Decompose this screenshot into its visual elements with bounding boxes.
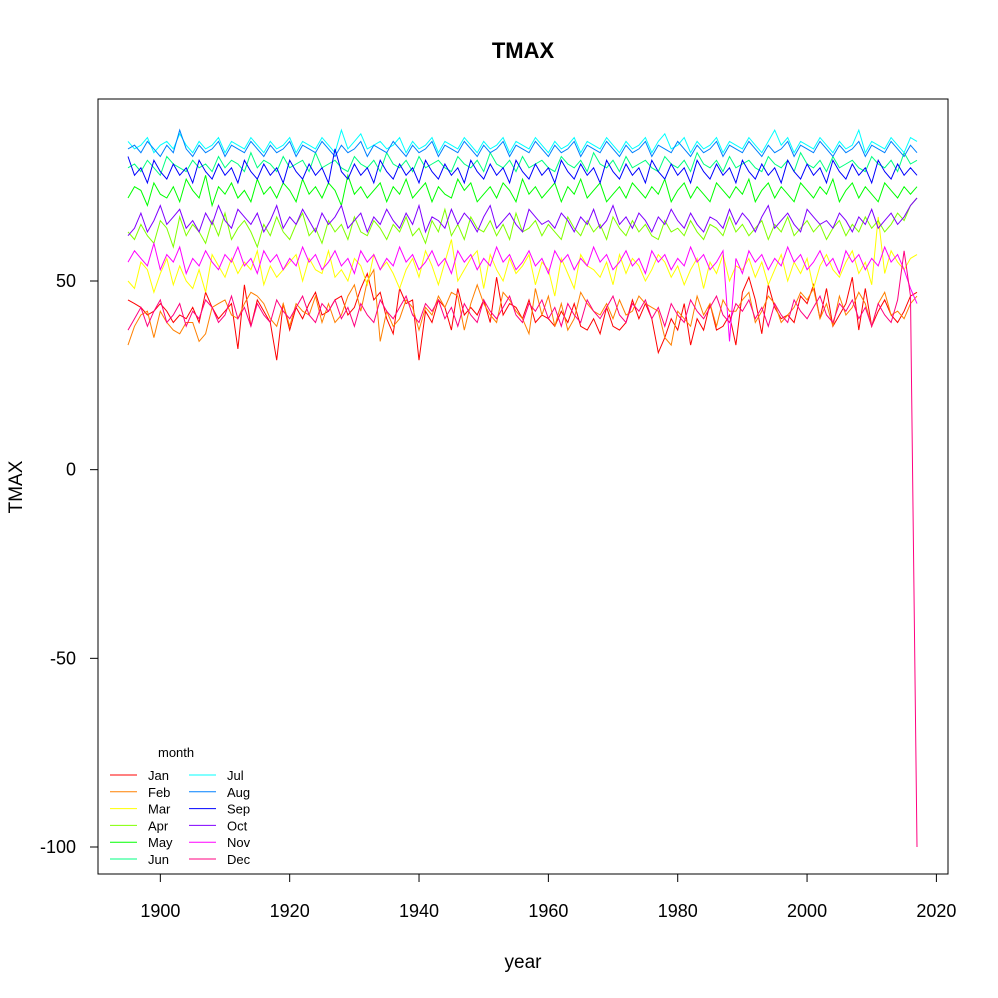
legend-label-may: May (148, 835, 173, 850)
legend-label-jun: Jun (148, 852, 169, 867)
legend-label-oct: Oct (227, 818, 248, 833)
series-line-may (127, 173, 918, 208)
series-layer (127, 128, 918, 848)
x-axis: 1900 1920 1940 1960 1980 2000 2020 (140, 873, 956, 921)
x-tick-label: 1920 (270, 901, 310, 921)
series-line-sep (127, 148, 918, 185)
y-tick-label: 50 (56, 271, 76, 291)
y-axis: -100 -50 0 50 (40, 271, 99, 857)
legend-label-aug: Aug (227, 785, 250, 800)
x-tick-label: 1940 (399, 901, 439, 921)
legend-label-jul: Jul (227, 768, 244, 783)
series-line-feb (127, 268, 918, 347)
chart-title: TMAX (492, 38, 555, 63)
series-line-aug (127, 128, 918, 158)
x-tick-label: 1900 (140, 901, 180, 921)
x-tick-label: 2020 (916, 901, 956, 921)
y-axis-title: TMAX (6, 460, 27, 513)
legend-label-jan: Jan (148, 768, 169, 783)
x-tick-label: 2000 (787, 901, 827, 921)
series-line-mar (127, 216, 918, 297)
y-tick-label: -100 (40, 837, 76, 857)
x-tick-label: 1960 (528, 901, 568, 921)
series-line-jul (127, 128, 918, 154)
legend-title: month (158, 745, 194, 760)
legend-label-apr: Apr (148, 818, 169, 833)
y-tick-label: 0 (66, 460, 76, 480)
legend-label-feb: Feb (148, 785, 170, 800)
series-line-jun (127, 151, 918, 177)
x-axis-title: year (505, 952, 543, 973)
legend-label-nov: Nov (227, 835, 251, 850)
y-tick-label: -50 (50, 648, 76, 668)
x-tick-label: 1980 (658, 901, 698, 921)
series-line-nov (127, 241, 918, 342)
legend-label-sep: Sep (227, 802, 250, 817)
series-line-oct (127, 197, 918, 237)
legend-label-dec: Dec (227, 852, 251, 867)
series-line-dec (127, 250, 918, 848)
legend-label-mar: Mar (148, 802, 171, 817)
